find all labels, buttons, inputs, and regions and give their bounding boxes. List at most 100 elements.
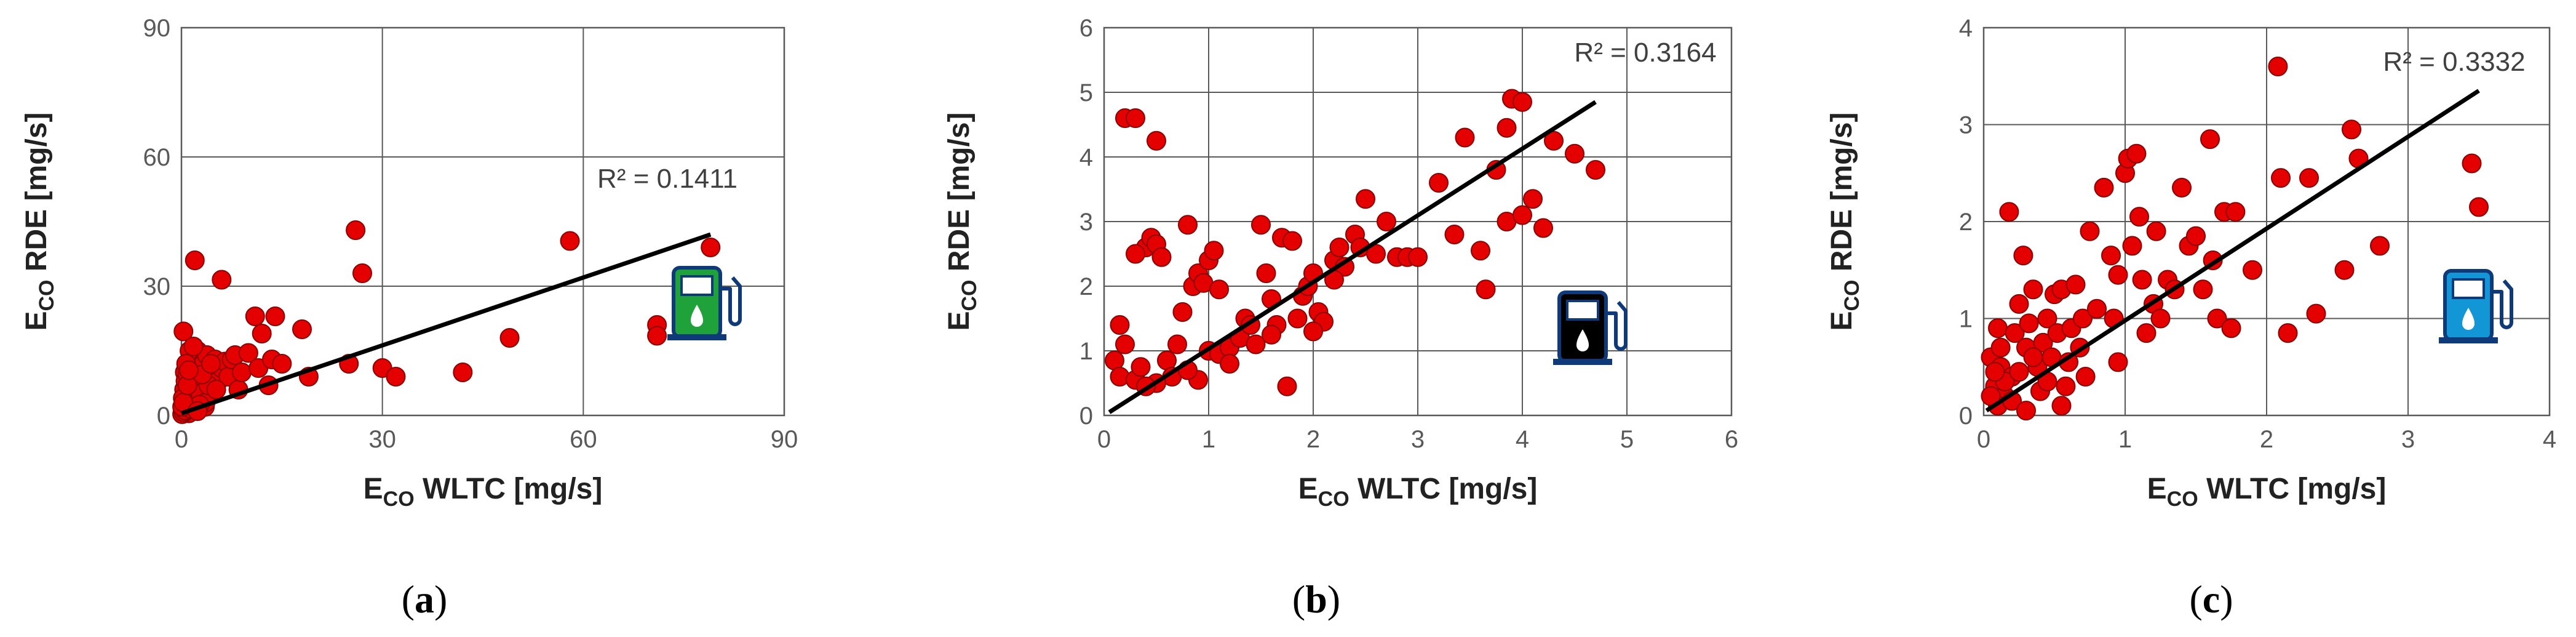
fuel-pump-blue-icon	[2439, 269, 2513, 343]
data-point	[1471, 241, 1490, 261]
x-tick-label: 5	[1620, 426, 1634, 453]
y-tick-label: 2	[1079, 273, 1093, 300]
data-point	[232, 363, 252, 382]
plot-frame	[180, 26, 785, 417]
data-point	[1533, 218, 1553, 238]
x-axis-title-rest: WLTC [mg/s]	[415, 473, 603, 505]
data-point	[2268, 57, 2288, 76]
data-point	[1287, 308, 1308, 329]
x-tick-label: 90	[771, 426, 798, 453]
data-point	[1256, 263, 1276, 283]
data-point	[1115, 334, 1135, 355]
data-point	[499, 328, 520, 348]
data-point	[2094, 177, 2114, 198]
data-point	[1999, 202, 2019, 222]
data-point	[2056, 376, 2076, 396]
x-axis-title-subscript: CO	[383, 487, 415, 511]
data-point	[1178, 215, 1198, 235]
data-point	[1444, 225, 1465, 244]
data-point	[2023, 347, 2043, 367]
data-point	[1544, 130, 1564, 151]
data-point	[292, 319, 312, 339]
x-axis-title: ECO WLTC [mg/s]	[2147, 473, 2387, 511]
fuel-pump-black-icon	[1553, 290, 1628, 365]
y-tick-label: 2	[1959, 209, 1973, 236]
data-point	[2150, 308, 2171, 329]
plot-frame	[1982, 26, 2551, 417]
y-axis-title-rest: RDE [mg/s]	[1826, 112, 1858, 279]
data-point	[1131, 357, 1151, 377]
data-point	[2087, 298, 2107, 319]
x-tick-label: 3	[1411, 426, 1425, 453]
panel-label: (b)	[1292, 577, 1340, 621]
x-tick-label: 2	[1306, 426, 1320, 453]
data-point	[1126, 244, 1145, 264]
data-point	[1246, 334, 1266, 355]
data-point	[2271, 168, 2291, 188]
data-point	[2193, 279, 2213, 300]
panel-label: (c)	[2189, 577, 2233, 621]
x-tick-label: 0	[1977, 426, 1990, 453]
data-point	[346, 220, 366, 240]
x-tick-label: 4	[2543, 426, 2556, 453]
data-point	[2073, 308, 2093, 329]
panel-label-open: (	[2189, 577, 2202, 621]
panel-label-close: )	[1327, 577, 1340, 621]
data-point	[2299, 168, 2319, 188]
y-tick-label: 1	[1079, 338, 1093, 365]
plot-frame	[1103, 26, 1733, 417]
data-point	[1251, 215, 1271, 235]
data-point	[265, 306, 285, 326]
data-point	[1262, 324, 1281, 345]
x-axis-title-rest: WLTC [mg/s]	[2198, 473, 2387, 505]
data-point	[1565, 143, 1584, 164]
x-tick-label: 0	[175, 426, 188, 453]
data-point	[1220, 354, 1239, 374]
panel-label-letter: b	[1305, 577, 1327, 621]
panel-label-open: (	[1292, 577, 1305, 621]
data-point	[1586, 160, 1605, 180]
data-point	[2037, 308, 2057, 329]
x-tick-label: 2	[2260, 426, 2273, 453]
panel-label: (a)	[402, 577, 448, 621]
x-tick-label: 6	[1725, 426, 1738, 453]
data-point	[2122, 236, 2142, 256]
data-point	[1167, 334, 1187, 355]
data-point	[1277, 376, 1297, 396]
x-axis-title-subscript: CO	[2167, 487, 2198, 511]
data-point	[2108, 352, 2128, 372]
data-point	[1147, 130, 1166, 151]
data-point	[173, 321, 194, 342]
x-tick-label: 1	[2118, 426, 2132, 453]
data-point	[2186, 226, 2206, 246]
data-point	[2132, 270, 2152, 290]
y-tick-label: 4	[1959, 15, 1973, 42]
y-axis-title-main: E	[1826, 311, 1858, 331]
data-point	[2221, 318, 2241, 339]
y-tick-label: 5	[1079, 79, 1093, 106]
data-point	[1523, 189, 1543, 209]
data-point	[1282, 231, 1302, 251]
data-point	[1377, 212, 1396, 231]
data-point	[2342, 119, 2361, 140]
data-point	[701, 238, 721, 257]
data-point	[272, 354, 292, 374]
y-tick-label: 3	[1959, 112, 1973, 139]
x-tick-label: 60	[570, 426, 597, 453]
data-point	[2469, 197, 2489, 217]
y-tick-label: 6	[1079, 15, 1093, 42]
data-point	[1985, 362, 2005, 382]
data-point	[1429, 173, 1449, 193]
x-tick-label: 4	[1516, 426, 1529, 453]
data-point	[183, 337, 204, 356]
data-point	[1204, 241, 1224, 261]
x-tick-label: 1	[1202, 426, 1215, 453]
data-point	[647, 326, 667, 346]
y-tick-label: 90	[143, 15, 171, 42]
y-tick-label: 3	[1079, 209, 1093, 236]
x-tick-label: 0	[1097, 426, 1111, 453]
fuel-pump-green-icon	[667, 266, 742, 340]
data-point	[185, 250, 205, 270]
data-point	[2278, 323, 2298, 343]
